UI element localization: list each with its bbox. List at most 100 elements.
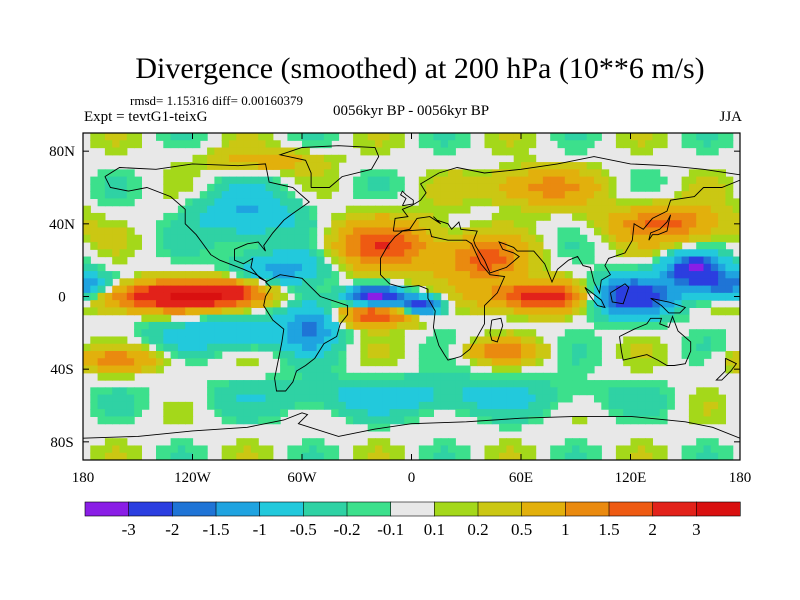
field-cell (455, 191, 464, 199)
field-cell (484, 234, 493, 243)
field-cell (667, 387, 675, 396)
field-cell (513, 438, 522, 447)
field-cell (426, 234, 434, 243)
field-cell (287, 191, 296, 199)
field-cell (455, 394, 464, 403)
field-cell (667, 263, 675, 272)
field-cell (521, 358, 529, 367)
field-cell (499, 271, 507, 279)
field-cell (528, 198, 537, 207)
field-cell (126, 292, 135, 301)
field-cell (608, 380, 617, 388)
field-cell (688, 329, 697, 338)
field-cell (718, 401, 726, 410)
field-cell (667, 227, 675, 236)
field-cell (637, 227, 646, 236)
field-cell (674, 191, 683, 199)
field-cell (725, 191, 734, 199)
field-cell (404, 387, 413, 396)
field-cell (667, 307, 675, 316)
field-cell (440, 220, 449, 229)
field-cell (426, 285, 434, 294)
field-cell (280, 154, 288, 163)
field-cell (688, 445, 697, 454)
field-cell (440, 343, 449, 352)
field-cell (323, 329, 332, 338)
field-cell (148, 314, 157, 323)
field-cell (645, 169, 653, 178)
field-cell (572, 183, 580, 192)
field-cell (185, 140, 194, 149)
field-cell (309, 445, 318, 454)
field-cell (659, 401, 668, 410)
field-cell (207, 401, 215, 410)
field-cell (455, 256, 464, 265)
field-cell (469, 256, 478, 265)
field-cell (440, 380, 449, 388)
field-cell (170, 452, 179, 460)
field-cell (229, 133, 237, 141)
field-cell (659, 285, 668, 294)
field-cell (250, 256, 259, 265)
field-cell (265, 147, 274, 156)
field-cell (323, 358, 332, 367)
field-cell (521, 169, 529, 178)
field-cell (718, 256, 726, 265)
field-cell (265, 133, 274, 141)
field-cell (484, 329, 493, 338)
field-cell (302, 358, 310, 367)
field-cell (484, 452, 493, 460)
field-cell (272, 191, 281, 199)
field-cell (83, 227, 91, 236)
field-cell (535, 380, 544, 388)
field-cell (353, 445, 361, 454)
field-cell (637, 234, 646, 243)
field-cell (214, 351, 223, 359)
field-cell (681, 198, 690, 207)
field-cell (309, 140, 318, 149)
field-cell (542, 401, 551, 410)
field-cell (112, 292, 121, 301)
field-cell (506, 314, 515, 323)
field-cell (462, 271, 471, 279)
field-cell (90, 227, 99, 236)
field-cell (448, 256, 456, 265)
colorbar-label: 1 (561, 520, 570, 539)
field-cell (389, 249, 398, 258)
field-cell (185, 351, 194, 359)
field-cell (499, 380, 507, 388)
field-cell (564, 271, 573, 279)
field-cell (732, 234, 740, 243)
field-cell (229, 445, 237, 454)
field-cell (156, 321, 164, 330)
field-cell (294, 445, 303, 454)
field-cell (156, 285, 164, 294)
field-cell (433, 133, 442, 141)
field-cell (221, 162, 230, 170)
field-cell (83, 285, 91, 294)
field-cell (272, 147, 281, 156)
field-cell (448, 169, 456, 178)
field-cell (353, 256, 361, 265)
field-cell (214, 212, 223, 221)
field-cell (557, 452, 566, 460)
field-cell (448, 234, 456, 243)
field-cell (659, 176, 668, 185)
field-cell (703, 438, 712, 447)
field-cell (294, 329, 303, 338)
field-cell (258, 220, 267, 229)
field-cell (411, 401, 420, 410)
field-cell (375, 212, 383, 221)
field-cell (214, 234, 223, 243)
field-cell (477, 242, 486, 250)
field-cell (265, 176, 274, 185)
field-cell (287, 198, 296, 207)
field-cell (112, 191, 121, 199)
field-cell (287, 300, 296, 308)
field-cell (192, 249, 201, 258)
field-cell (236, 452, 245, 460)
field-cell (469, 278, 478, 287)
field-cell (112, 234, 121, 243)
field-cell (484, 140, 493, 149)
field-cell (199, 220, 208, 229)
